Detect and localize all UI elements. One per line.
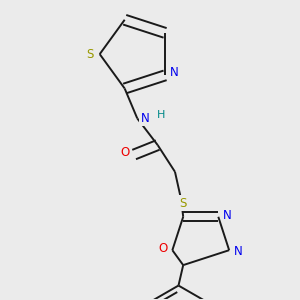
Text: N: N (234, 245, 242, 258)
Text: O: O (158, 242, 167, 255)
Text: O: O (121, 146, 130, 159)
Text: S: S (87, 48, 94, 61)
Text: N: N (224, 209, 232, 222)
Text: N: N (170, 66, 179, 79)
Text: S: S (179, 197, 187, 210)
Text: N: N (141, 112, 149, 125)
Text: H: H (157, 110, 165, 120)
